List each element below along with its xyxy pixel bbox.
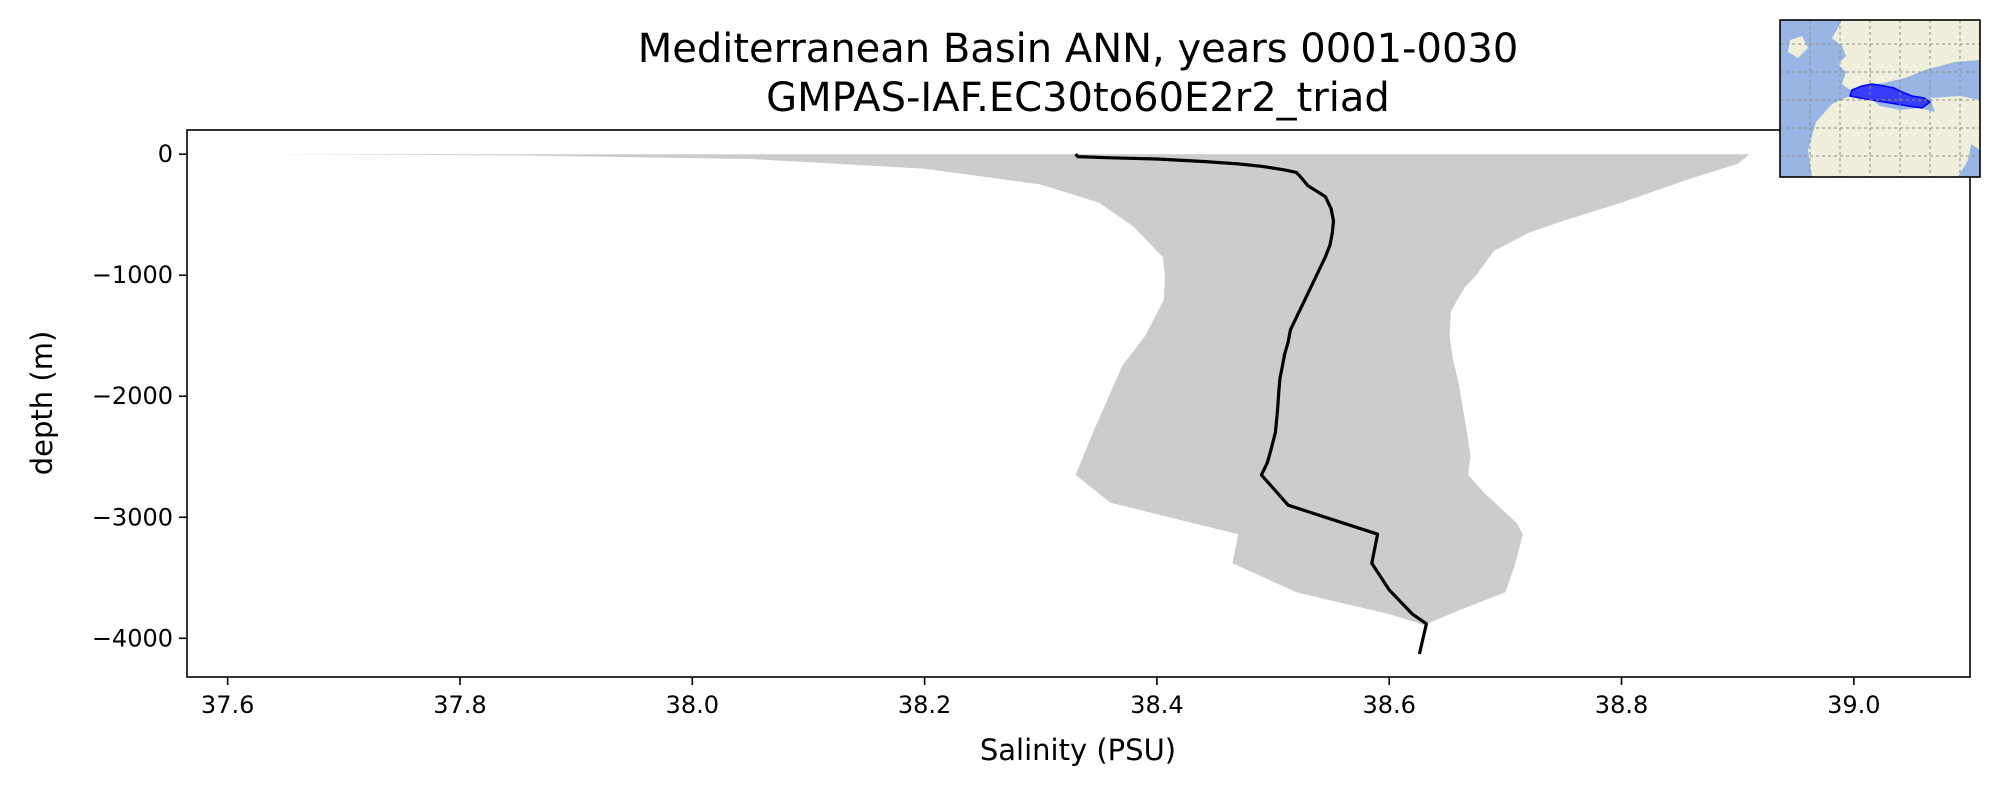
inset-land-island: [1788, 36, 1808, 58]
x-tick-label: 38.0: [666, 691, 719, 719]
x-tick-label: 39.0: [1827, 691, 1880, 719]
y-tick-label: −2000: [92, 382, 173, 410]
inset-land-europe: [1832, 20, 1980, 90]
x-tick-label: 37.6: [201, 691, 254, 719]
plot-area: [262, 153, 1750, 655]
x-tick-label: 38.2: [898, 691, 951, 719]
y-axis-label: depth (m): [25, 331, 59, 476]
y-tick-label: −1000: [92, 261, 173, 289]
y-tick-label: −3000: [92, 503, 173, 531]
axis-ticks: 37.6 37.8 38.0 38.2 38.4 38.6 38.8 39.0 0 −1000 −2…: [92, 140, 1881, 719]
x-tick-label: 38.6: [1362, 691, 1415, 719]
y-tick-label: −4000: [92, 624, 173, 652]
x-tick-label: 38.8: [1595, 691, 1648, 719]
inset-frame: [1779, 19, 1981, 178]
mean-salinity-line: [1074, 153, 1429, 655]
y-tick-label: 0: [158, 140, 173, 168]
inset-land-africa: [1808, 96, 1972, 177]
x-tick-label: 38.4: [1130, 691, 1183, 719]
region-inset-map: [1779, 19, 1981, 178]
x-tick-label: 37.8: [433, 691, 486, 719]
inset-graticule: [1780, 20, 1980, 177]
inset-mediterranean-basin: [1849, 83, 1932, 109]
salinity-range-band: [262, 154, 1750, 625]
inset-land-arabia: [1930, 96, 1980, 150]
x-axis-label: Salinity (PSU): [980, 733, 1176, 767]
chart-title: Mediterranean Basin ANN, years 0001-0030: [638, 26, 1519, 72]
plot-frame: [186, 129, 1971, 678]
chart-subtitle: GMPAS-IAF.EC30to60E2r2_triad: [766, 75, 1390, 121]
